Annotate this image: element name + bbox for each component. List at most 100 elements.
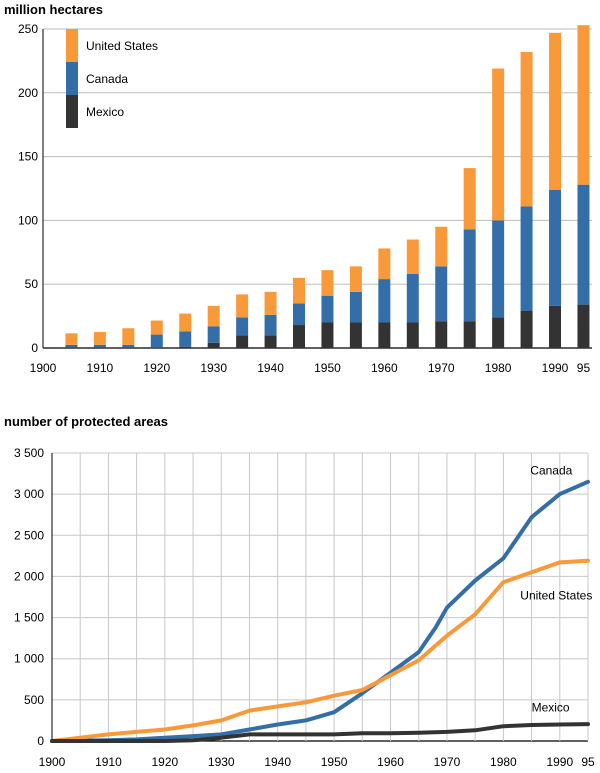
bottom-y-tick-labels: 0 500 1 000 1 500 2 000 2 500 3 000 3 500 (14, 446, 44, 748)
top-x-tick-label: 1980 (485, 361, 512, 375)
legend-label-mexico: Mexico (86, 105, 124, 119)
bar-segment-canada (520, 206, 533, 311)
bar-segment-mexico (179, 346, 192, 348)
bar-segment-canada (293, 303, 306, 326)
bar-segment-canada (378, 279, 391, 323)
top-y-axis-title: million hectares (4, 2, 103, 17)
top-x-tick-label: 1990 (542, 361, 569, 375)
bottom-y-tick-label: 500 (24, 693, 44, 707)
bar-segment-united-states (520, 51, 533, 207)
bottom-lines (50, 479, 590, 743)
bar-segment-united-states (321, 270, 334, 296)
bar-segment-united-states (65, 333, 78, 345)
top-legend: United States Canada Mexico (66, 29, 158, 128)
bottom-x-tick-label: 1970 (434, 755, 461, 769)
bar-segment-canada (321, 295, 334, 323)
bar-segment-canada (207, 326, 220, 343)
bar-segment-mexico (293, 325, 306, 348)
top-x-tick-label: 1970 (428, 361, 455, 375)
bar-segment-united-states (463, 168, 476, 230)
bar-segment-united-states (93, 332, 106, 345)
bar-segment-united-states (293, 277, 306, 304)
bar-segment-canada (549, 189, 562, 306)
bar-segment-united-states (349, 266, 362, 292)
bottom-y-axis-title: number of protected areas (4, 414, 168, 429)
bar-segment-mexico (463, 321, 476, 348)
bottom-x-tick-label: 1930 (208, 755, 235, 769)
bar-segment-mexico (577, 304, 590, 348)
bar-segment-united-states (549, 32, 562, 190)
bar-segment-mexico (236, 335, 249, 348)
bottom-x-tick-label: 95 (581, 755, 595, 769)
bar-segment-canada (406, 273, 419, 323)
bar-segment-united-states (122, 328, 135, 345)
bar-segment-canada (122, 344, 135, 348)
top-y-tick-labels: 0 50 100 150 200 250 (18, 22, 38, 355)
bottom-x-tick-label: 1990 (546, 755, 573, 769)
top-y-tick-label: 50 (25, 277, 39, 291)
top-x-tick-label: 1940 (257, 361, 284, 375)
top-y-tick-label: 250 (18, 22, 38, 36)
bar-segment-canada (463, 229, 476, 322)
bar-segment-mexico (492, 317, 505, 348)
bar-segment-mexico (349, 322, 362, 348)
line-mexico (50, 722, 590, 743)
bar-segment-mexico (549, 305, 562, 348)
bar-segment-canada (65, 344, 78, 348)
bottom-y-tick-label: 2 000 (14, 569, 44, 583)
bar-segment-mexico (321, 322, 334, 348)
bar-segment-mexico (65, 347, 78, 348)
bar-segment-mexico (378, 322, 391, 348)
protected-area-count-chart: number of protected areas 0 500 1 000 1 500… (4, 414, 595, 769)
line-canada (50, 479, 590, 743)
legend-swatch-canada (66, 62, 78, 95)
bar-segment-canada (577, 184, 590, 305)
bottom-x-tick-label: 1950 (321, 755, 348, 769)
bar-segment-united-states (406, 239, 419, 274)
bar-segment-mexico (122, 347, 135, 348)
bottom-x-tick-labels: 1900 1910 1920 1930 1940 1950 1960 1970 1980 1990… (39, 755, 595, 769)
bottom-y-tick-label: 0 (37, 734, 44, 748)
bar-segment-mexico (93, 347, 106, 348)
top-y-tick-label: 200 (18, 86, 38, 100)
bar-segment-mexico (264, 335, 277, 348)
bar-segment-canada (179, 331, 192, 347)
bar-segment-united-states (492, 68, 505, 221)
bottom-x-tick-label: 1940 (264, 755, 291, 769)
top-x-tick-label: 1910 (87, 361, 114, 375)
bar-segment-united-states (207, 305, 220, 327)
bar-segment-mexico (406, 322, 419, 348)
top-x-tick-label: 95 (577, 361, 591, 375)
bottom-grid (51, 452, 589, 742)
bottom-y-tick-label: 2 500 (14, 528, 44, 542)
top-y-tick-label: 100 (18, 213, 38, 227)
bar-segment-mexico (520, 310, 533, 348)
series-label-canada: Canada (530, 463, 572, 477)
top-y-tick-label: 150 (18, 150, 38, 164)
bar-segment-canada (236, 317, 249, 336)
top-x-tick-label: 1950 (314, 361, 341, 375)
bar-segment-united-states (236, 294, 249, 318)
legend-label-canada: Canada (86, 72, 128, 86)
bar-segment-canada (264, 314, 277, 336)
top-x-tick-label: 1930 (200, 361, 227, 375)
top-x-tick-label: 1900 (30, 361, 57, 375)
bar-segment-united-states (378, 248, 391, 280)
bottom-x-tick-label: 1920 (151, 755, 178, 769)
bottom-y-tick-label: 1 500 (14, 611, 44, 625)
bottom-x-tick-label: 1960 (377, 755, 404, 769)
bottom-x-tick-label: 1900 (39, 755, 66, 769)
series-label-mexico: Mexico (532, 700, 570, 714)
line-united-states (50, 558, 590, 743)
top-bars (65, 25, 590, 348)
bottom-x-tick-label: 1910 (95, 755, 122, 769)
series-label-united-states: United States (520, 588, 592, 602)
bottom-series-labels: Canada United States Mexico (520, 463, 592, 714)
bar-segment-united-states (577, 25, 590, 185)
bottom-y-tick-label: 3 000 (14, 487, 44, 501)
legend-swatch-mexico (66, 95, 78, 128)
bar-segment-united-states (179, 313, 192, 332)
bar-segment-canada (93, 344, 106, 348)
legend-label-united-states: United States (86, 39, 158, 53)
